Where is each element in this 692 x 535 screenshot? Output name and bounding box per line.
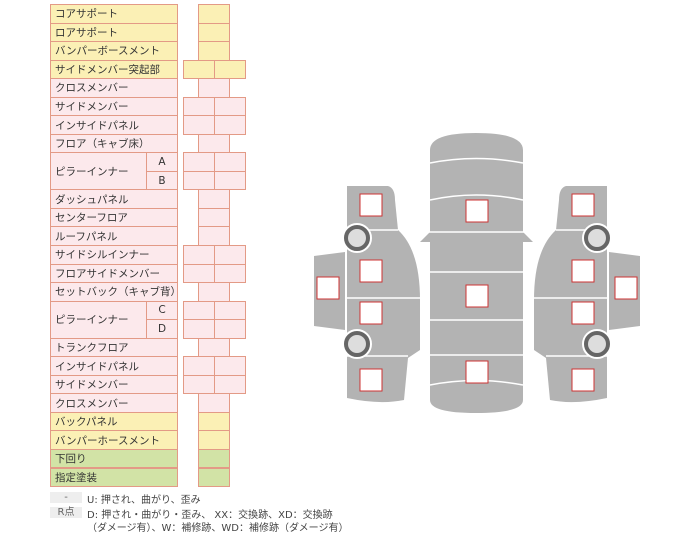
damage-mark-box[interactable] — [571, 259, 595, 283]
row-label: クロスメンバー — [50, 78, 178, 98]
check-cell[interactable] — [214, 59, 246, 80]
row-sublabel: A — [146, 152, 178, 172]
damage-mark-box[interactable] — [359, 301, 383, 325]
damage-mark-box[interactable] — [614, 276, 638, 300]
row-label: 指定塗装 — [50, 467, 178, 488]
check-cell[interactable] — [214, 263, 246, 284]
row-label: サイドメンバー — [50, 96, 178, 117]
row-label: サイドシルインナー — [50, 245, 178, 265]
damage-mark-box[interactable] — [571, 193, 595, 217]
car-right-side — [534, 186, 607, 403]
row-label: バンパーボースメント — [50, 41, 178, 61]
row-label: フロアサイドメンバー — [50, 263, 178, 284]
legend-key: - — [50, 492, 82, 503]
row-label: バックパネル — [50, 411, 178, 432]
row-label: センターフロア — [50, 207, 178, 228]
row-label: バンパーホースメント — [50, 430, 178, 450]
check-cell[interactable] — [214, 115, 246, 135]
check-cell[interactable] — [214, 374, 246, 395]
row-label: インサイドパネル — [50, 115, 178, 135]
legend-text: （ダメージ有）、W：補修跡、WD：補修跡（ダメージ有） — [87, 523, 349, 534]
damage-mark-box[interactable] — [359, 368, 383, 392]
row-label: サイドメンバー突起部 — [50, 59, 178, 80]
legend-key: R点 — [50, 507, 82, 518]
car-left-side — [347, 186, 420, 403]
check-cell[interactable] — [198, 467, 230, 488]
damage-mark-box[interactable] — [359, 193, 383, 217]
damage-mark-box[interactable] — [316, 276, 340, 300]
legend-text: D: 押され・曲がり・歪み、 XX：交換跡、XD：交換跡 — [87, 510, 333, 521]
row-label: フロア（キャブ床） — [50, 133, 178, 154]
row-label: クロスメンバー — [50, 393, 178, 413]
damage-mark-box[interactable] — [465, 199, 489, 223]
legend-text: U: 押され、曲がり、歪み — [87, 495, 201, 506]
check-cell[interactable] — [214, 319, 246, 339]
damage-mark-box[interactable] — [571, 301, 595, 325]
check-cell[interactable] — [214, 170, 246, 191]
row-sublabel: C — [146, 300, 178, 321]
damage-mark-box[interactable] — [571, 368, 595, 392]
car-body-top — [420, 133, 533, 413]
damage-mark-box[interactable] — [359, 259, 383, 283]
damage-mark-box[interactable] — [465, 284, 489, 308]
damage-mark-box[interactable] — [465, 360, 489, 384]
